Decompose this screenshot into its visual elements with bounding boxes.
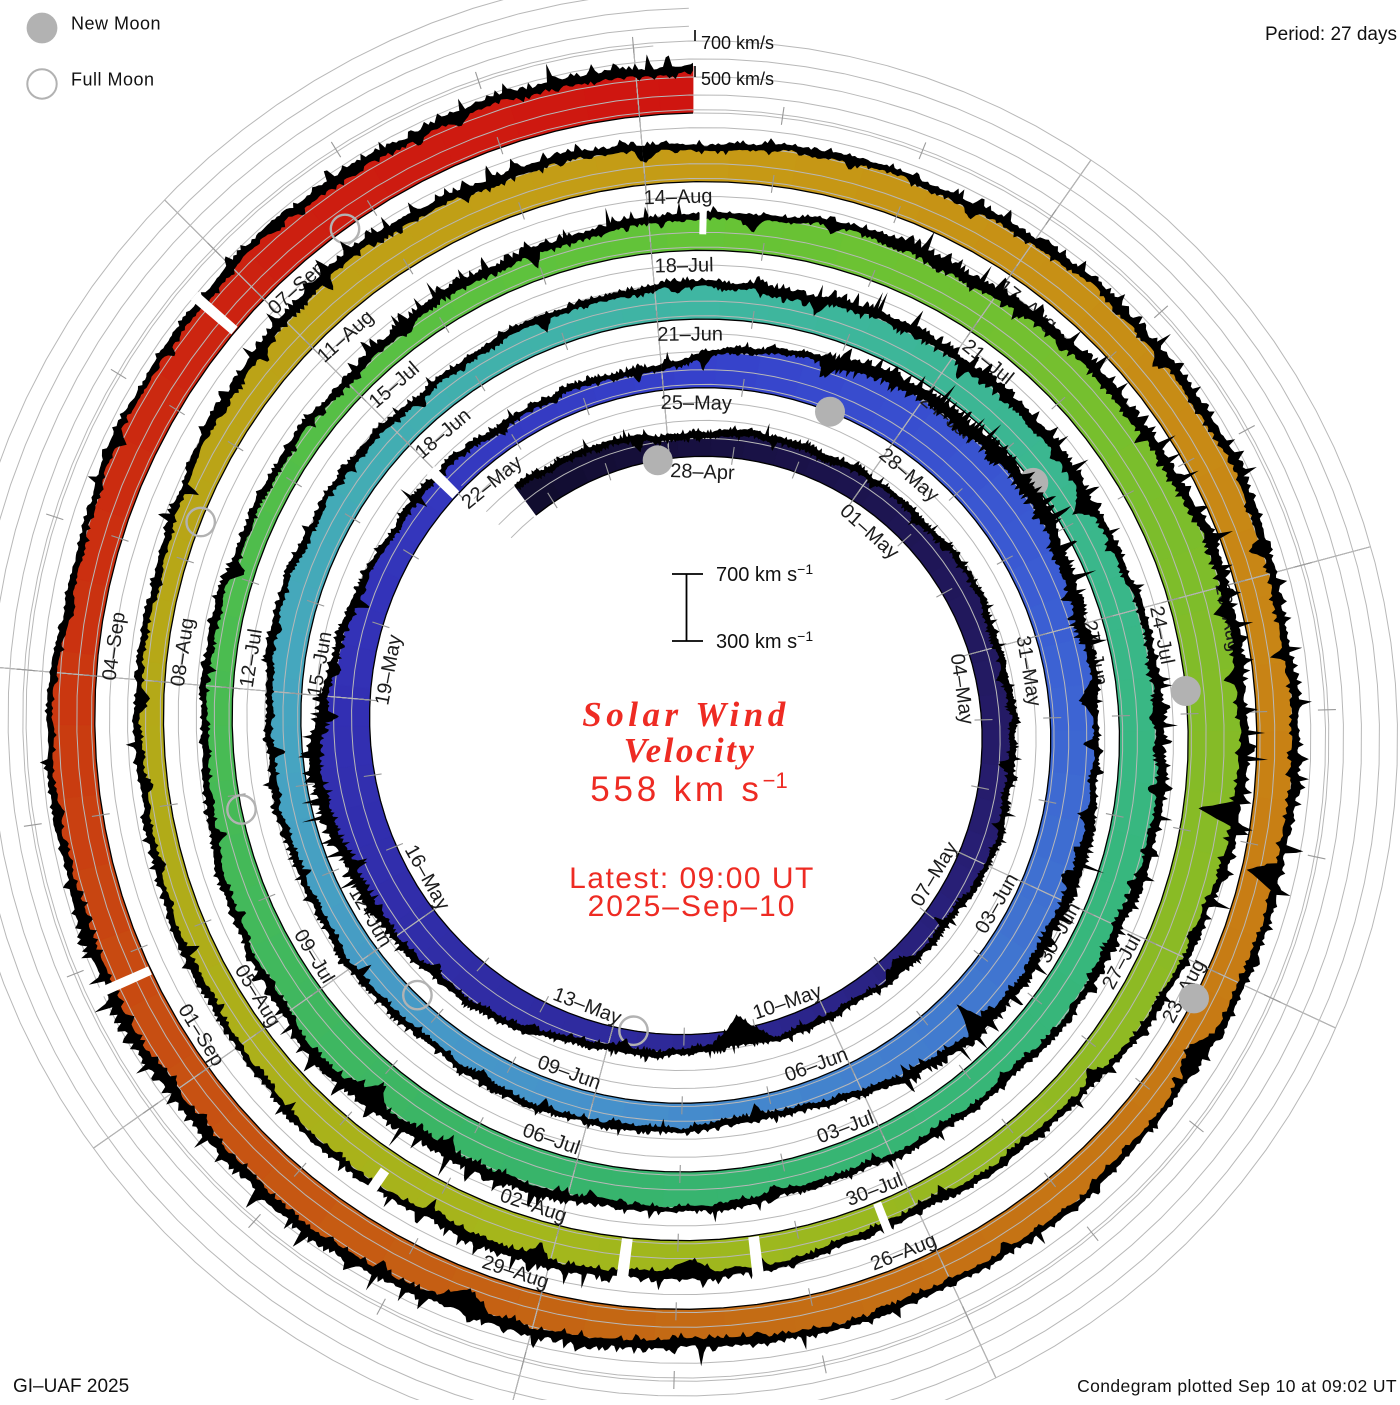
svg-text:Velocity: Velocity — [624, 731, 757, 770]
svg-text:GI–UAF 2025: GI–UAF 2025 — [13, 1376, 129, 1397]
svg-text:558 km s−1: 558 km s−1 — [590, 768, 788, 809]
svg-text:700 km s−1: 700 km s−1 — [716, 561, 813, 586]
svg-text:25–May: 25–May — [661, 392, 732, 415]
svg-text:18–Jul: 18–Jul — [654, 254, 713, 277]
svg-text:28–Apr: 28–Apr — [670, 460, 736, 484]
svg-text:Period: 27 days: Period: 27 days — [1265, 24, 1397, 45]
svg-text:14–Aug: 14–Aug — [643, 185, 713, 209]
svg-text:Solar Wind: Solar Wind — [582, 695, 789, 734]
svg-text:21–Jun: 21–Jun — [657, 323, 723, 345]
svg-text:500 km/s: 500 km/s — [701, 69, 774, 89]
svg-text:700 km/s: 700 km/s — [701, 33, 774, 53]
svg-text:Condegram plotted Sep 10 at 09: Condegram plotted Sep 10 at 09:02 UT — [1077, 1376, 1397, 1396]
svg-text:2025–Sep–10: 2025–Sep–10 — [588, 890, 797, 923]
svg-text:New Moon: New Moon — [71, 14, 161, 34]
svg-text:Full Moon: Full Moon — [71, 70, 155, 90]
svg-text:300 km s−1: 300 km s−1 — [716, 628, 813, 653]
svg-text:Latest: 09:00 UT: Latest: 09:00 UT — [569, 862, 815, 895]
